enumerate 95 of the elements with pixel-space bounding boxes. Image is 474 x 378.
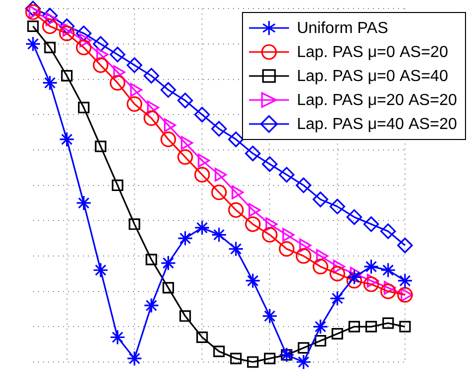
point — [363, 276, 379, 292]
point — [42, 8, 58, 24]
point — [44, 42, 56, 54]
point — [312, 258, 328, 274]
point — [296, 178, 312, 194]
point — [211, 120, 227, 137]
point — [92, 262, 108, 278]
point — [228, 132, 244, 148]
point — [397, 238, 413, 254]
point — [25, 36, 41, 52]
point — [144, 298, 160, 314]
point — [177, 149, 193, 165]
point — [27, 20, 39, 32]
point — [262, 308, 278, 324]
point — [363, 258, 379, 274]
point — [160, 255, 176, 271]
point — [110, 75, 126, 91]
point — [211, 226, 227, 243]
point — [245, 272, 261, 289]
point — [365, 320, 377, 332]
point — [144, 68, 160, 84]
point — [177, 230, 193, 246]
point — [42, 18, 58, 34]
point — [76, 195, 92, 211]
point — [228, 241, 244, 257]
point — [194, 220, 210, 236]
point — [330, 290, 346, 306]
point — [110, 329, 126, 346]
point — [78, 102, 90, 114]
point — [314, 335, 326, 347]
point — [94, 140, 106, 152]
point — [382, 317, 394, 329]
point — [278, 241, 294, 257]
point — [245, 146, 261, 162]
point — [61, 70, 73, 82]
point — [346, 269, 362, 285]
point — [128, 218, 140, 230]
point — [196, 332, 208, 344]
point — [363, 216, 379, 232]
point — [146, 254, 158, 266]
legend-label: Uniform PAS — [296, 18, 388, 38]
legend-label: Lap. PAS μ=0 AS=20 — [296, 42, 448, 62]
point — [59, 18, 75, 34]
point — [25, 0, 41, 16]
point — [262, 226, 278, 243]
point — [42, 75, 58, 91]
point — [397, 287, 413, 303]
point — [380, 223, 396, 240]
point — [264, 352, 276, 364]
point — [144, 110, 160, 126]
point — [126, 96, 142, 112]
point — [245, 216, 261, 232]
point — [110, 46, 126, 62]
point — [92, 57, 108, 73]
point — [330, 266, 346, 282]
point — [160, 82, 176, 98]
point — [332, 328, 344, 340]
point — [126, 57, 142, 73]
point — [92, 36, 108, 52]
point — [194, 106, 210, 122]
point — [262, 156, 278, 172]
point — [380, 262, 396, 278]
point — [330, 198, 346, 214]
point — [194, 166, 210, 182]
point — [346, 272, 362, 289]
point — [179, 310, 191, 322]
point — [177, 92, 193, 108]
point — [228, 202, 244, 218]
point — [59, 132, 75, 148]
point — [76, 40, 92, 56]
point — [247, 356, 259, 368]
point — [312, 192, 328, 208]
point — [76, 26, 92, 42]
legend-label: Lap. PAS μ=40 AS=20 — [296, 114, 457, 134]
legend-label: Lap. PAS μ=20 AS=20 — [296, 90, 457, 110]
point — [348, 320, 360, 332]
point — [59, 26, 75, 42]
point — [213, 346, 225, 358]
point — [298, 342, 310, 354]
point — [112, 180, 124, 192]
point — [399, 320, 411, 332]
point — [126, 350, 142, 366]
point — [346, 209, 362, 225]
point — [160, 132, 176, 148]
point — [278, 166, 294, 182]
point — [312, 318, 328, 334]
point — [380, 284, 396, 300]
point — [230, 352, 242, 364]
point — [162, 282, 174, 294]
point — [211, 184, 227, 200]
legend-label: Lap. PAS μ=0 AS=40 — [296, 66, 448, 86]
point — [296, 248, 312, 264]
point — [397, 272, 413, 289]
point — [25, 4, 41, 20]
point — [296, 354, 312, 370]
